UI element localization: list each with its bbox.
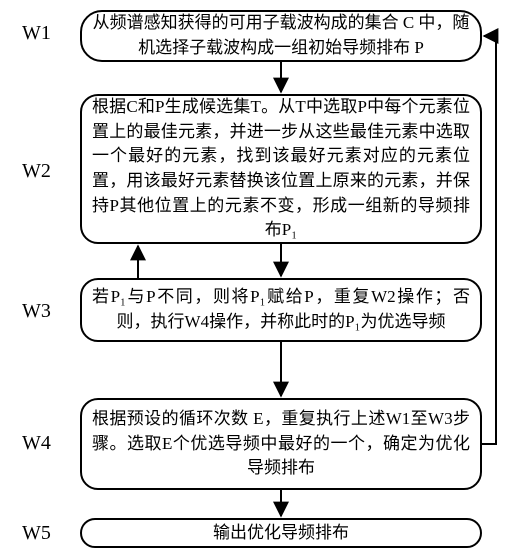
step-node-w3: 若P₁与P不同，则将P₁赋给P，重复W2操作；否则，执行W4操作，并称此时的P₁… [80,278,482,342]
step-node-w4: 根据预设的循环次数 E，重复执行上述W1至W3步骤。选取E个优选导频中最好的一个… [80,398,482,490]
step-label-w3: W3 [22,300,51,323]
step-node-w1: 从频谱感知获得的可用子载波构成的集合 C 中，随机选择子载波构成一组初始导频排布… [80,10,482,62]
step-label-w2: W2 [22,160,51,183]
step-text-w2: 根据C和P生成候选集T。从T中选取P中每个元素位置上的最佳元素，并进一步从这些最… [92,95,470,243]
step-text-w3: 若P₁与P不同，则将P₁赋给P，重复W2操作；否则，执行W4操作，并称此时的P₁… [92,285,470,334]
step-text-w1: 从频谱感知获得的可用子载波构成的集合 C 中，随机选择子载波构成一组初始导频排布… [92,11,470,60]
step-label-w4: W4 [22,432,51,455]
step-text-w5: 输出优化导频排布 [213,521,349,546]
step-label-w5: W5 [22,522,51,545]
step-node-w5: 输出优化导频排布 [80,518,482,548]
step-text-w4: 根据预设的循环次数 E，重复执行上述W1至W3步骤。选取E个优选导频中最好的一个… [92,407,470,481]
step-label-w1: W1 [22,22,51,45]
step-node-w2: 根据C和P生成候选集T。从T中选取P中每个元素位置上的最佳元素，并进一步从这些最… [80,94,482,244]
flowchart: W1 W2 W3 W4 W5 从频谱感知获得的可用子载波构成的集合 C 中，随机… [0,0,507,556]
